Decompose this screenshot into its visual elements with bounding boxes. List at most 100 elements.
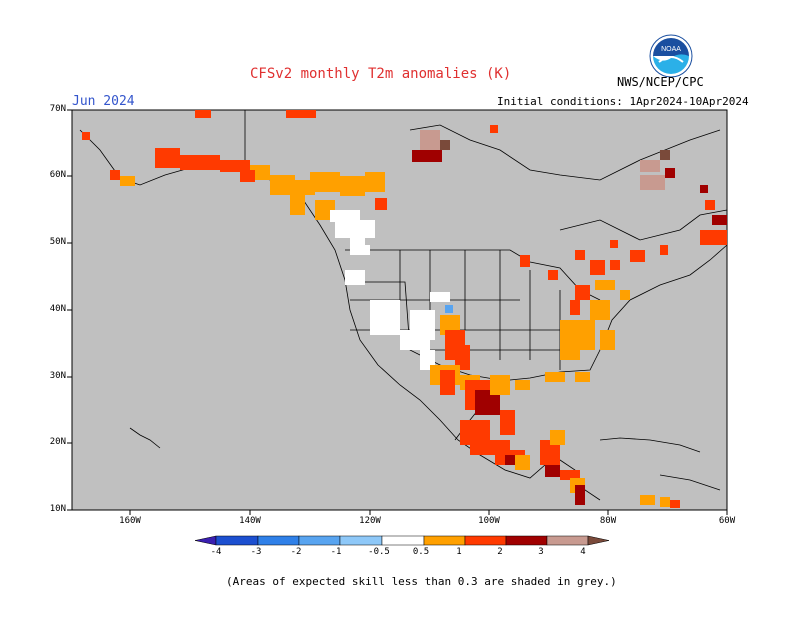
colorbar-swatch: [381, 535, 425, 546]
anomaly-cell: [440, 370, 455, 395]
colorbar-swatch: [298, 535, 341, 546]
agency-label: NWS/NCEP/CPC: [617, 75, 704, 89]
anomaly-cell: [660, 497, 670, 507]
colorbar-swatch: [587, 535, 610, 546]
colorbar-label: -1: [330, 547, 342, 557]
colorbar-label: 4: [580, 547, 586, 557]
map-title: CFSv2 monthly T2m anomalies (K): [250, 66, 512, 82]
anomaly-cell: [430, 292, 450, 302]
anomaly-cell: [640, 175, 665, 190]
lat-label: 40N: [49, 304, 66, 314]
lat-label: 70N: [49, 104, 66, 114]
lon-label: 140W: [239, 516, 261, 526]
anomaly-cell: [640, 495, 655, 505]
anomaly-cell: [590, 300, 610, 320]
colorbar-label: -0.5: [368, 547, 390, 557]
anomaly-cell: [365, 172, 385, 192]
lon-label: 60W: [718, 516, 736, 526]
colorbar-swatch: [423, 535, 466, 546]
anomaly-cell: [560, 320, 580, 360]
anomaly-cell: [575, 372, 590, 382]
anomaly-cell: [575, 485, 585, 505]
anomaly-cell: [550, 430, 565, 445]
lat-label: 20N: [49, 437, 66, 447]
colorbar-swatch: [339, 535, 383, 546]
anomaly-cell: [575, 285, 590, 300]
axis-ticks: [67, 109, 728, 515]
anomaly-cell: [545, 465, 560, 477]
anomaly-cell: [345, 270, 365, 285]
lon-label: 100W: [478, 516, 500, 526]
anomaly-cell: [240, 170, 255, 182]
anomaly-cell: [660, 245, 668, 255]
anomaly-cell: [120, 176, 135, 186]
anomaly-cell: [445, 305, 453, 313]
anomaly-cell: [665, 168, 675, 178]
colorbar-label: 3: [538, 547, 544, 557]
anomaly-cell: [500, 410, 515, 435]
anomaly-cell: [540, 440, 560, 465]
anomaly-patches: [82, 110, 727, 508]
anomaly-cell: [490, 125, 498, 133]
anomaly-cell: [660, 150, 670, 160]
anomaly-cell: [610, 240, 618, 248]
anomaly-cell: [155, 148, 180, 168]
colorbar-swatch: [257, 535, 300, 546]
anomaly-cell: [400, 330, 430, 350]
anomaly-cell: [82, 132, 90, 140]
anomaly-cell: [515, 380, 530, 390]
anomaly-cell: [595, 280, 615, 290]
anomaly-cell: [520, 255, 530, 267]
colorbar-swatch: [505, 535, 548, 546]
anomaly-cell: [412, 150, 442, 162]
anomaly-cell: [590, 260, 605, 275]
colorbar-label: -2: [290, 547, 302, 557]
noaa-logo-text: NOAA: [661, 46, 681, 53]
colorbar-label: -4: [210, 547, 222, 557]
colorbar-swatch: [215, 535, 259, 546]
anomaly-cell: [705, 200, 715, 210]
anomaly-cell: [375, 198, 387, 210]
anomaly-cell: [560, 470, 580, 480]
anomaly-cell: [440, 140, 450, 150]
anomaly-cell: [340, 176, 365, 196]
anomaly-cell: [640, 160, 660, 172]
lon-label: 80W: [599, 516, 617, 526]
colorbar-swatch: [194, 535, 217, 546]
anomaly-cell: [370, 300, 400, 335]
anomaly-cell: [700, 230, 727, 245]
anomaly-cell: [455, 345, 470, 370]
anomaly-cell: [110, 170, 120, 180]
lat-label: 60N: [49, 170, 66, 180]
colorbar: [194, 535, 610, 546]
anomaly-cell: [670, 500, 680, 508]
anomaly-cell: [712, 215, 727, 225]
anomaly-cell: [360, 245, 370, 255]
noaa-logo: NOAA: [649, 34, 693, 78]
anomaly-cell: [610, 260, 620, 270]
anomaly-cell: [330, 210, 360, 222]
anomaly-cell: [195, 110, 211, 118]
colorbar-swatch: [546, 535, 589, 546]
anomaly-cell: [490, 375, 510, 395]
skill-footnote: (Areas of expected skill less than 0.3 a…: [226, 575, 617, 588]
anomaly-cell: [580, 320, 595, 350]
colorbar-label: 1: [456, 547, 462, 557]
colorbar-swatch: [464, 535, 507, 546]
colorbar-label: 0.5: [412, 547, 430, 557]
colorbar-label: -3: [250, 547, 262, 557]
anomaly-cell: [420, 130, 440, 150]
forecast-month: Jun 2024: [72, 94, 135, 109]
initial-conditions: Initial conditions: 1Apr2024-10Apr2024: [497, 95, 749, 108]
lat-label: 10N: [49, 504, 66, 514]
anomaly-cell: [630, 250, 645, 262]
anomaly-cell: [515, 455, 530, 470]
anomaly-cell: [600, 330, 615, 350]
anomaly-cell: [286, 110, 316, 118]
anomaly-cell: [620, 290, 630, 300]
lon-label: 120W: [359, 516, 381, 526]
anomaly-cell: [575, 250, 585, 260]
anomaly-cell: [310, 172, 340, 192]
colorbar-label: 2: [497, 547, 503, 557]
